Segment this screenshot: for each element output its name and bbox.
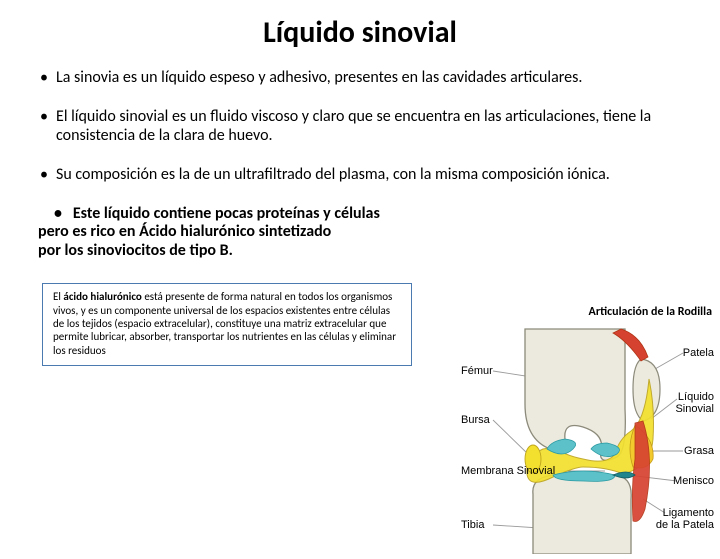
- callout-bold: ácido hialurónico: [63, 290, 141, 303]
- label-ligamento2: de la Patela: [656, 519, 714, 531]
- label-grasa: Grasa: [684, 445, 714, 457]
- page-title: Líquido sinovial: [0, 14, 720, 51]
- label-liquido1: Líquido: [678, 391, 714, 403]
- label-ligamento1: Ligamento: [663, 507, 714, 519]
- bullet-item: • Este líquido contiene pocas proteínas …: [38, 205, 458, 262]
- bullet-text: Su composición es la de un ultrafiltrado…: [56, 166, 682, 185]
- bullet-text: por los sinoviocitos de tipo B.: [38, 241, 233, 260]
- callout-box: El ácido hialurónico está presente de fo…: [42, 283, 412, 366]
- bullet-text: pero es rico en Ácido hialurónico sintet…: [38, 222, 331, 241]
- bullet-item: • Su composición es la de un ultrafiltra…: [38, 166, 682, 185]
- label-tibia: Tibia: [461, 519, 484, 531]
- bullet-dot: •: [38, 69, 56, 88]
- bullet-dot: •: [38, 108, 56, 146]
- callout-prefix: El: [53, 290, 63, 303]
- label-menisco: Menisco: [673, 475, 714, 487]
- bullet-list: • La sinovia es un líquido espeso y adhe…: [38, 69, 682, 261]
- bullet-item: • El líquido sinovial es un fluido visco…: [38, 108, 682, 146]
- diagram-title: Articulación de la Rodilla: [589, 305, 712, 319]
- bullet-text: La sinovia es un líquido espeso y adhesi…: [56, 69, 682, 88]
- bullet-text: Este líquido contiene pocas proteínas y …: [73, 204, 380, 223]
- label-femur: Fémur: [461, 365, 493, 377]
- label-membrana: Membrana Sinovial: [461, 465, 555, 477]
- knee-diagram: Articulación de la Rodilla Fémur Bursa M…: [455, 299, 720, 554]
- bullet-text: El líquido sinovial es un fluido viscoso…: [56, 108, 682, 146]
- label-bursa: Bursa: [461, 414, 490, 426]
- label-liquido2: Sinovial: [675, 403, 714, 415]
- bullet-dot: •: [38, 166, 56, 185]
- bullet-item: • La sinovia es un líquido espeso y adhe…: [38, 69, 682, 88]
- label-patela: Patela: [683, 347, 714, 359]
